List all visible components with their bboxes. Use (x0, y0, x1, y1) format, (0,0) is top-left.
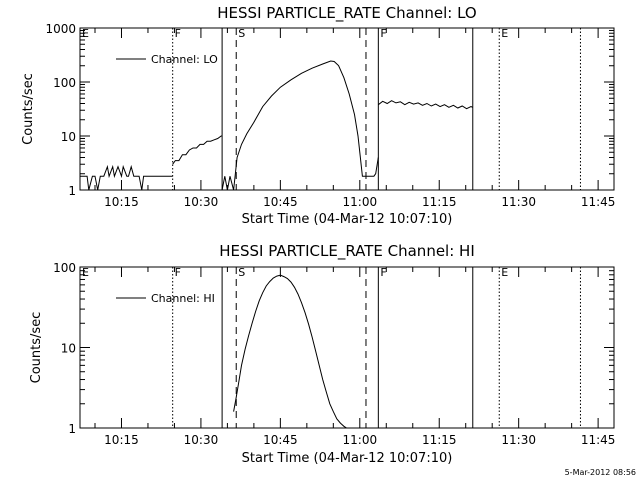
y-axis-label: Counts/sec (21, 73, 36, 145)
series-line-0 (233, 274, 347, 428)
chart-title: HESSI PARTICLE_RATE Channel: HI (219, 242, 475, 261)
plot-frame (79, 27, 615, 191)
series-line-3 (377, 100, 473, 110)
x-tick-label: 10:15 (104, 195, 139, 209)
chart-title: HESSI PARTICLE_RATE Channel: LO (217, 4, 476, 23)
x-axis-label: Start Time (04-Mar-12 10:07:10) (242, 451, 453, 466)
x-tick-label: 11:30 (501, 433, 536, 447)
x-tick-label: 10:30 (184, 195, 219, 209)
marker-label: F (175, 266, 181, 279)
series-line-0 (80, 164, 173, 190)
series-line-2 (221, 60, 379, 190)
series-line-1 (172, 135, 223, 165)
x-tick-label: 11:00 (343, 433, 378, 447)
marker-label: E (82, 27, 89, 40)
marker-label: E (82, 266, 89, 279)
x-tick-label: 11:15 (422, 433, 457, 447)
x-tick-label: 11:45 (581, 195, 616, 209)
x-tick-label: 11:30 (501, 195, 536, 209)
panel-hi-channel: HESSI PARTICLE_RATE Channel: HI Start Tim… (29, 242, 615, 466)
marker-label: S (238, 266, 245, 279)
y-tick-label: 1 (68, 184, 76, 198)
y-axis-label: Counts/sec (29, 312, 44, 384)
marker-label: E (501, 27, 508, 40)
marker-label: F (380, 266, 386, 279)
x-tick-label: 10:15 (104, 433, 139, 447)
legend-entry: Channel: HI (151, 292, 215, 305)
marker-label: F (380, 27, 386, 40)
y-tick-label: 1000 (45, 22, 76, 36)
x-tick-label: 11:15 (422, 195, 457, 209)
footer-timestamp: 5-Mar-2012 08:56 (565, 468, 636, 477)
y-tick-label: 10 (61, 342, 76, 356)
x-tick-label: 11:00 (343, 195, 378, 209)
marker-label: F (175, 27, 181, 40)
marker-label: S (238, 27, 245, 40)
y-tick-label: 100 (53, 261, 76, 275)
y-tick-label: 1 (68, 422, 76, 436)
legend-entry: Channel: LO (151, 53, 218, 66)
y-tick-label: 10 (61, 130, 76, 144)
x-axis-label: Start Time (04-Mar-12 10:07:10) (242, 212, 453, 227)
y-tick-label: 100 (53, 76, 76, 90)
x-tick-label: 10:45 (263, 195, 298, 209)
x-tick-label: 10:30 (184, 433, 219, 447)
x-tick-label: 11:45 (581, 433, 616, 447)
panel-lo-channel: HESSI PARTICLE_RATE Channel: LO Start Tim… (21, 4, 615, 227)
x-tick-label: 10:45 (263, 433, 298, 447)
marker-label: E (501, 266, 508, 279)
